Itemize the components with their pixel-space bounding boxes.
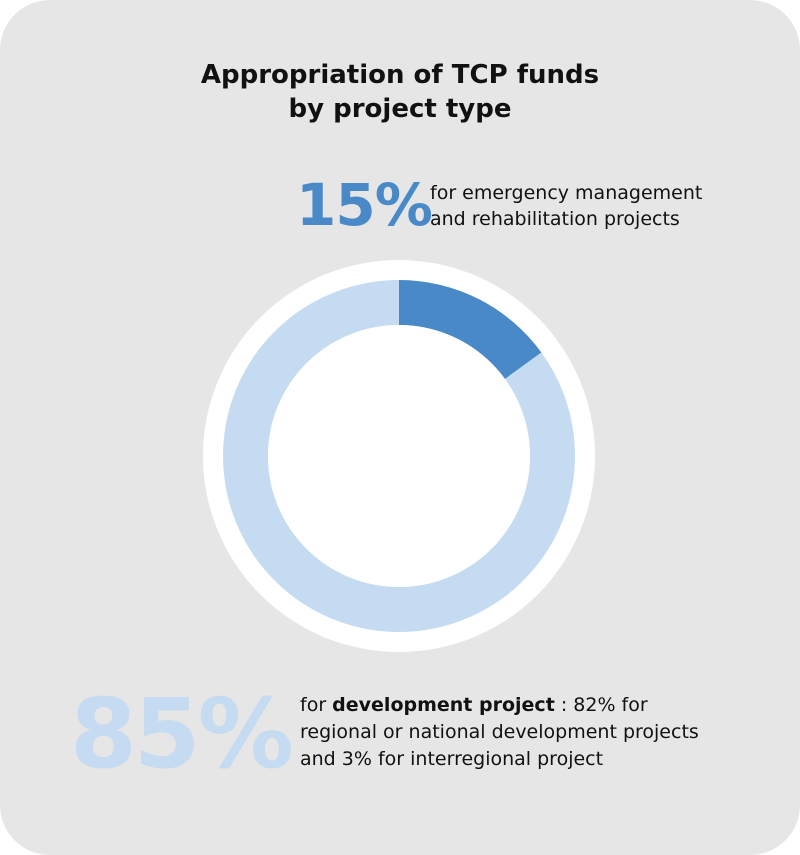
development-description: for development project : 82% for region… <box>300 692 699 773</box>
development-percent-label: 85% <box>70 678 294 790</box>
emergency-description-line-1: for emergency management <box>430 182 703 204</box>
donut-slices <box>222 280 575 632</box>
development-bold-label: development project <box>332 694 555 716</box>
development-prefix: for <box>300 694 333 716</box>
emergency-description: for emergency management and rehabilitat… <box>430 180 702 232</box>
chart-title-line-1: Appropriation of TCP funds <box>200 60 600 90</box>
development-description-line-2: regional or national development project… <box>300 721 699 743</box>
emergency-percent-label: 15% <box>296 171 433 239</box>
chart-title-line-2: by project type <box>288 94 512 124</box>
chart-title: Appropriation of TCP funds by project ty… <box>100 58 700 126</box>
donut-center-hole <box>268 325 530 587</box>
emergency-description-line-2: and rehabilitation projects <box>430 208 680 230</box>
development-description-line-3: and 3% for interregional project <box>300 748 604 770</box>
development-description-line-1: for development project : 82% for <box>300 692 699 719</box>
donut-slice-emergency <box>399 280 542 380</box>
development-suffix: : 82% for <box>554 694 648 716</box>
